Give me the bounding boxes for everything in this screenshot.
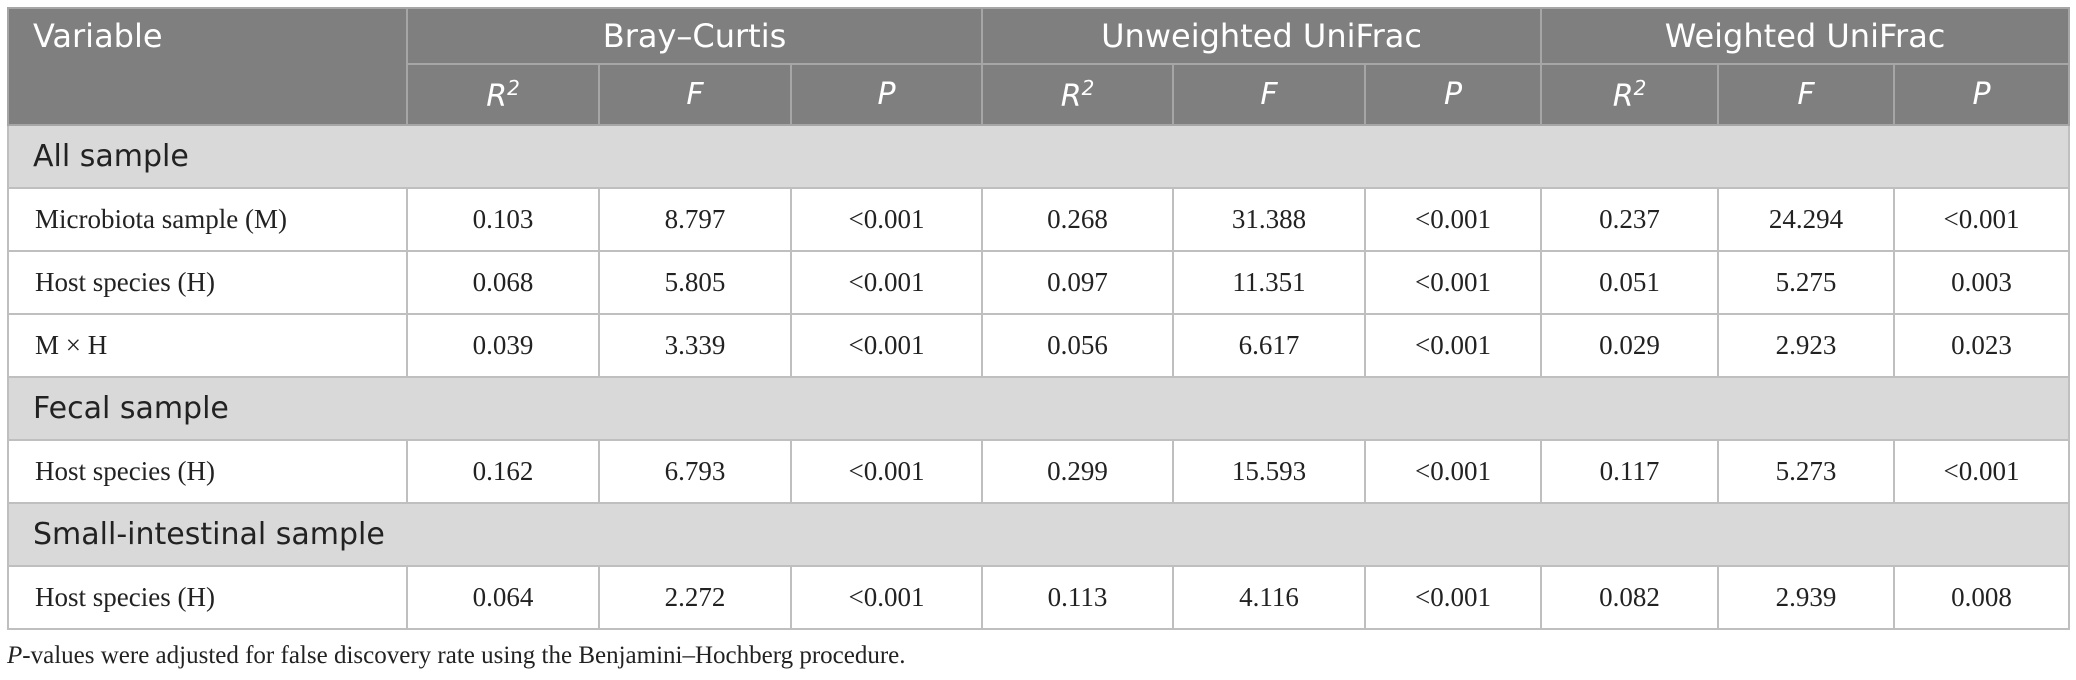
cell: 0.003	[1893, 250, 2071, 315]
group-header: Unweighted UniFrac	[981, 7, 1543, 65]
row-label: Host species (H)	[7, 565, 408, 630]
cell: 0.056	[981, 313, 1175, 378]
footnote-italic: P	[7, 642, 23, 669]
cell: 24.294	[1717, 187, 1896, 252]
cell: <0.001	[789, 313, 984, 378]
cell: 6.617	[1172, 313, 1367, 378]
row-label: M × H	[7, 313, 408, 378]
cell: 0.064	[406, 565, 600, 630]
section-row: All sample	[6, 124, 2071, 189]
cell: 5.805	[598, 250, 792, 315]
cell: 0.008	[1893, 565, 2071, 630]
cell: 2.923	[1717, 313, 1896, 378]
subheader: F	[1717, 63, 1896, 126]
cell: 15.593	[1172, 439, 1367, 504]
cell: <0.001	[789, 250, 984, 315]
cell: 0.068	[406, 250, 600, 315]
subheader-base: P	[1972, 77, 1991, 112]
cell: 0.051	[1540, 250, 1720, 315]
subheader: F	[598, 63, 792, 126]
cell: <0.001	[1893, 187, 2071, 252]
subheader: R2	[1540, 63, 1720, 126]
cell: <0.001	[789, 439, 984, 504]
cell: 0.237	[1540, 187, 1720, 252]
row-label: Host species (H)	[7, 439, 408, 504]
subheader-base: F	[686, 77, 704, 112]
cell: 0.162	[406, 439, 600, 504]
cell: 31.388	[1172, 187, 1367, 252]
subheader-base: R	[1612, 78, 1634, 114]
subheader-base: F	[1260, 77, 1278, 112]
subheader-base: R	[1060, 78, 1082, 114]
corner-header: Variable	[7, 7, 408, 126]
cell: 0.097	[981, 250, 1175, 315]
cell: 0.029	[1540, 313, 1720, 378]
subheader-row: R2 F P R2 F P R2 F P	[8, 63, 2071, 126]
cell: <0.001	[789, 565, 984, 630]
subheader-sup: 2	[1081, 75, 1095, 100]
cell: 0.117	[1540, 439, 1720, 504]
cell: 5.273	[1717, 439, 1896, 504]
subheader: P	[1364, 63, 1543, 126]
cell: 2.939	[1717, 565, 1896, 630]
row-label: Microbiota sample (M)	[7, 187, 408, 252]
subheader: R2	[981, 63, 1175, 126]
cell: 0.268	[981, 187, 1175, 252]
footnote: P-values were adjusted for false discove…	[7, 642, 906, 670]
cell: <0.001	[1364, 313, 1543, 378]
cell: 0.113	[981, 565, 1175, 630]
subheader-base: F	[1797, 77, 1815, 112]
cell: <0.001	[789, 187, 984, 252]
cell: <0.001	[1364, 250, 1543, 315]
cell: 4.116	[1172, 565, 1367, 630]
data-row: M × H 0.039 3.339 <0.001 0.056 6.617 <0.001 0.0…	[7, 313, 2071, 378]
section-row: Small-intestinal sample	[6, 502, 2071, 567]
cell: 5.275	[1717, 250, 1896, 315]
cell: 0.299	[981, 439, 1175, 504]
cell: 3.339	[598, 313, 792, 378]
cell: 0.023	[1893, 313, 2071, 378]
section-title: Fecal sample	[6, 376, 2071, 441]
subheader: F	[1172, 63, 1367, 126]
results-table: Variable Bray–Curtis Unweighted UniFrac Wei…	[6, 7, 2071, 630]
footnote-text: -values were adjusted for false discover…	[22, 642, 906, 669]
cell: 0.039	[406, 313, 600, 378]
data-row: Microbiota sample (M) 0.103 8.797 <0.001 0.2…	[7, 187, 2071, 252]
group-header: Weighted UniFrac	[1540, 7, 2071, 65]
cell: 11.351	[1172, 250, 1367, 315]
subheader-sup: 2	[507, 75, 520, 100]
section-title: Small-intestinal sample	[6, 502, 2071, 567]
cell: <0.001	[1364, 187, 1543, 252]
subheader-base: P	[877, 77, 896, 112]
cell: 6.793	[598, 439, 792, 504]
data-row: Host species (H) 0.162 6.793 <0.001 0.299 15.…	[7, 439, 2071, 504]
subheader-sup: 2	[1633, 75, 1647, 100]
subheader-base: R	[486, 78, 508, 114]
cell: 0.082	[1540, 565, 1720, 630]
section-row: Fecal sample	[6, 376, 2071, 441]
cell: 8.797	[598, 187, 792, 252]
subheader: R2	[406, 63, 600, 126]
subheader-base: P	[1443, 77, 1463, 112]
cell: <0.001	[1364, 565, 1543, 630]
cell: <0.001	[1893, 439, 2071, 504]
section-title: All sample	[6, 124, 2071, 189]
header-row: Variable Bray–Curtis Unweighted UniFrac Wei…	[7, 7, 2071, 126]
cell: 2.272	[598, 565, 792, 630]
row-label: Host species (H)	[7, 250, 408, 315]
subheader: P	[789, 63, 984, 126]
cell: <0.001	[1364, 439, 1543, 504]
group-header: Bray–Curtis	[405, 7, 984, 65]
subheader: P	[1893, 63, 2071, 126]
cell: 0.103	[406, 187, 600, 252]
data-row: Host species (H) 0.068 5.805 <0.001 0.097 11.…	[7, 250, 2071, 315]
data-row: Host species (H) 0.064 2.272 <0.001 0.113 4.1…	[7, 565, 2071, 630]
